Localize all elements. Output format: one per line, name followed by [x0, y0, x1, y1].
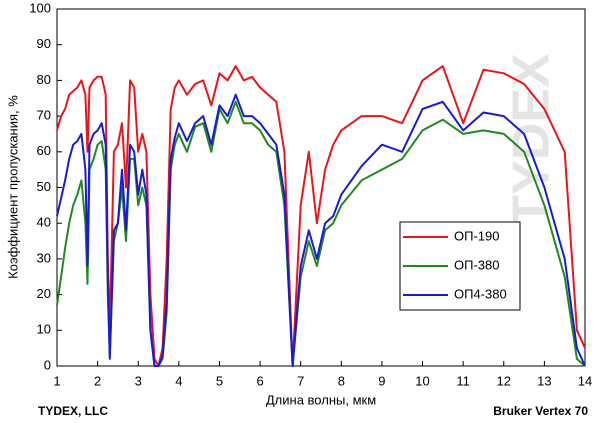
series-line	[56, 65, 586, 367]
x-tick-label: 11	[456, 373, 470, 388]
series-line	[56, 93, 586, 367]
footer-right: Bruker Vertex 70	[493, 404, 588, 418]
y-tick-label: 60	[37, 143, 51, 158]
y-tick-label: 10	[37, 322, 51, 337]
y-tick-label: 100	[29, 0, 51, 15]
x-tick-label: 1	[53, 373, 60, 388]
y-tick-label: 90	[37, 36, 51, 51]
x-axis-label: Длина волны, мкм	[266, 392, 376, 407]
footer-left: TYDEX, LLC	[38, 404, 108, 418]
y-tick-label: 20	[37, 286, 51, 301]
x-tick-label: 12	[497, 373, 511, 388]
legend-label: ОП-380	[454, 257, 499, 272]
y-axis-label: Коэффициент пропускания, %	[5, 95, 20, 279]
x-tick-label: 10	[415, 373, 429, 388]
x-tick-label: 2	[94, 373, 101, 388]
watermark: TYDEX	[503, 53, 561, 227]
y-tick-label: 70	[37, 108, 51, 123]
x-tick-label: 6	[256, 373, 263, 388]
x-tick-label: 3	[135, 373, 142, 388]
y-tick-label: 30	[37, 250, 51, 265]
x-tick-label: 7	[297, 373, 304, 388]
legend-label: ОП-190	[454, 228, 499, 243]
x-tick-label: 13	[537, 373, 551, 388]
y-tick-label: 50	[37, 179, 51, 194]
y-tick-label: 40	[37, 215, 51, 230]
x-tick-label: 5	[216, 373, 223, 388]
series-line	[56, 100, 586, 367]
y-tick-label: 0	[44, 357, 51, 372]
legend-label: ОП4-380	[454, 286, 507, 301]
x-tick-label: 4	[175, 373, 182, 388]
x-tick-label: 14	[578, 373, 592, 388]
x-tick-label: 8	[338, 373, 345, 388]
x-tick-label: 9	[378, 373, 385, 388]
y-tick-label: 80	[37, 72, 51, 87]
